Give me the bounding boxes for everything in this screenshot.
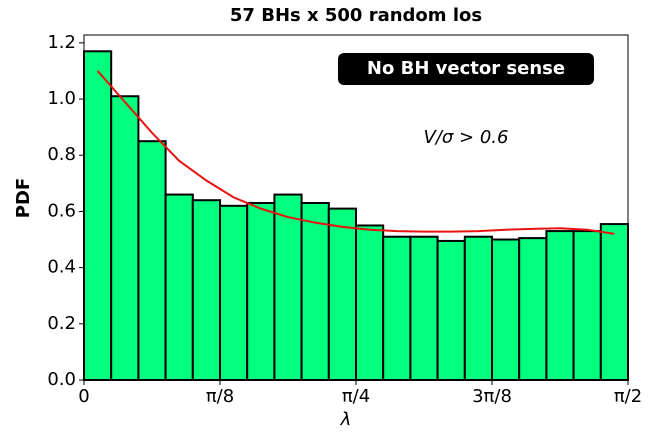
- x-tick-label: 0: [78, 386, 89, 407]
- bar: [191, 199, 222, 381]
- bar: [110, 95, 140, 381]
- bar: [355, 224, 385, 381]
- bar: [246, 202, 276, 381]
- bar: [300, 202, 330, 381]
- bar: [409, 235, 439, 381]
- annotation-box: [338, 53, 594, 85]
- x-tick-label: π/2: [614, 386, 642, 407]
- bar: [491, 238, 521, 381]
- y-tick-label: 1.0: [47, 88, 76, 109]
- y-tick-label: 0.0: [47, 369, 76, 390]
- bar: [219, 204, 249, 381]
- bar: [572, 230, 602, 381]
- bar: [83, 50, 113, 381]
- x-tick-label: 3π/8: [472, 386, 512, 407]
- bar: [327, 207, 357, 381]
- y-tick-label: 0.8: [47, 144, 76, 165]
- chart-title: 57 BHs x 500 random los: [230, 5, 482, 26]
- annotation: V/σ > 0.6: [424, 127, 509, 148]
- annotation: No BH vector sense: [367, 58, 565, 79]
- bar: [273, 193, 303, 381]
- bar: [599, 223, 629, 381]
- bar: [463, 235, 493, 381]
- bar: [164, 193, 194, 381]
- x-tick-label: π/8: [206, 386, 234, 407]
- bar: [137, 140, 167, 381]
- bar: [436, 239, 466, 381]
- y-tick-label: 0.4: [47, 257, 76, 278]
- y-axis-label: PDF: [13, 178, 34, 218]
- x-axis-label: λ: [340, 409, 352, 430]
- y-tick-label: 0.6: [47, 200, 76, 221]
- bar: [382, 235, 412, 381]
- y-tick-label: 0.2: [47, 313, 76, 334]
- bar: [545, 230, 575, 381]
- y-tick-label: 1.2: [47, 32, 76, 53]
- x-tick-label: π/4: [342, 386, 370, 407]
- bar: [518, 237, 548, 381]
- fit-curve: [96, 70, 615, 235]
